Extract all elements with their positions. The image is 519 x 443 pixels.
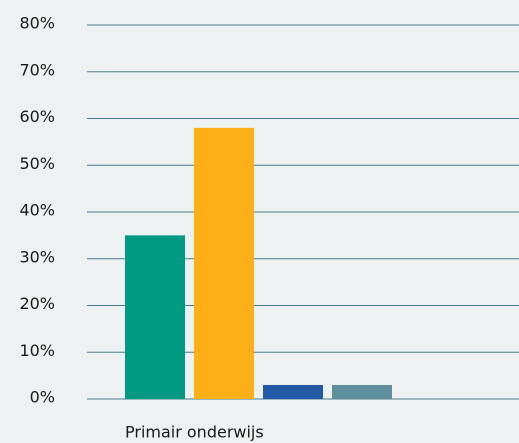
y-tick-label: 60% <box>19 107 55 126</box>
x-tick-label: Primair onderwijs <box>125 423 264 442</box>
y-tick-label: 70% <box>19 60 55 79</box>
y-tick-label: 0% <box>30 388 55 407</box>
y-tick-label: 80% <box>19 14 55 33</box>
bar <box>332 384 392 399</box>
y-tick-label: 50% <box>19 154 55 173</box>
bar <box>263 384 323 399</box>
bar <box>194 127 254 399</box>
bar <box>125 235 185 399</box>
y-tick-label: 20% <box>19 294 55 313</box>
y-tick-label: 40% <box>19 201 55 220</box>
y-tick-label: 30% <box>19 247 55 266</box>
y-tick-label: 10% <box>19 341 55 360</box>
